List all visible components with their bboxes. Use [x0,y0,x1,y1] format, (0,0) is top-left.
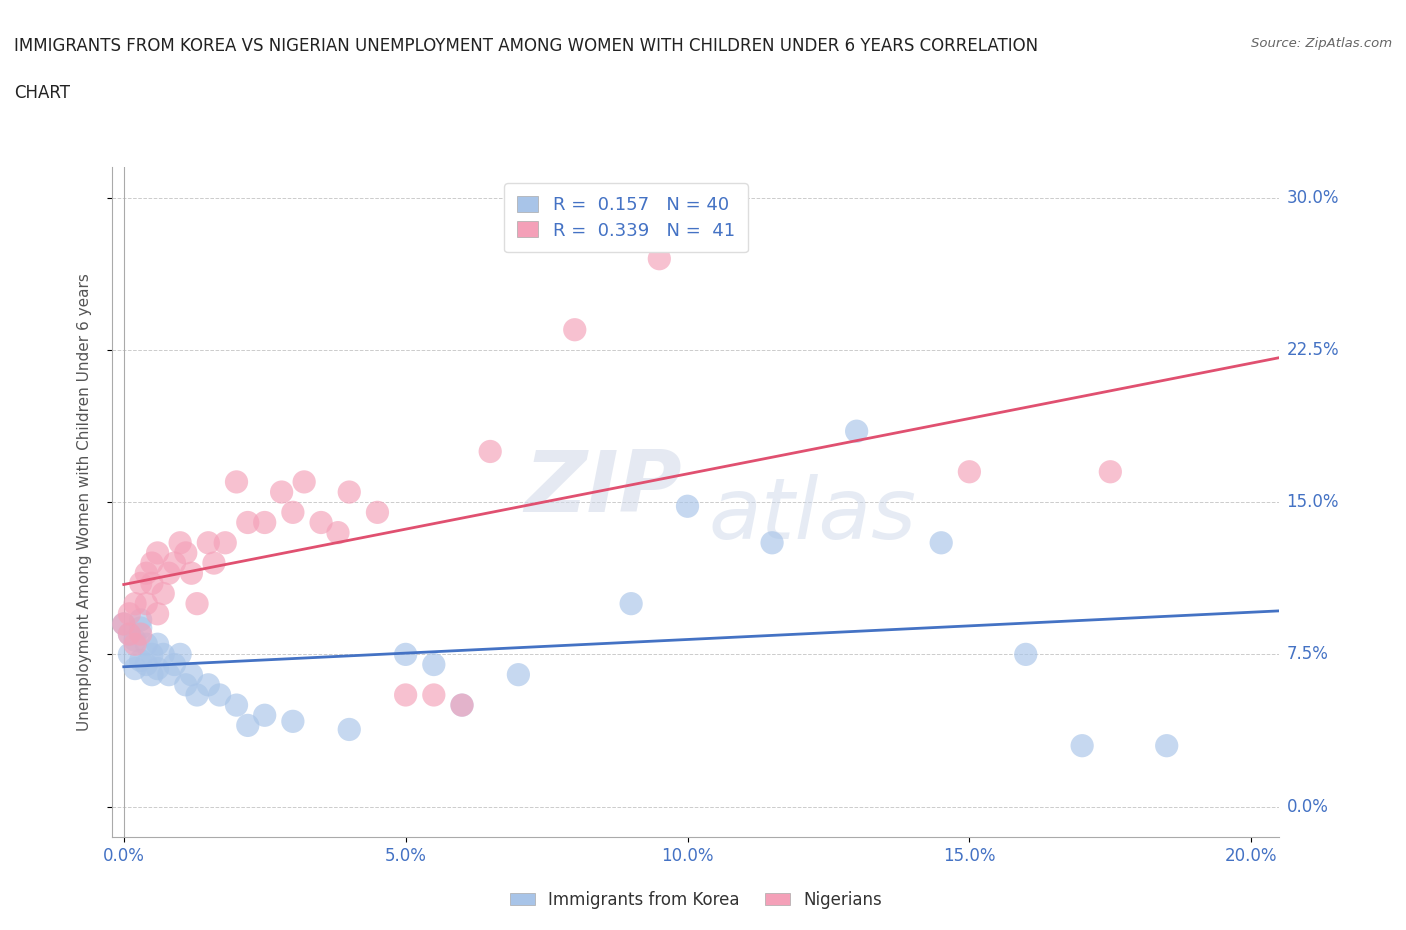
Point [479,444,502,458]
Point [135,596,157,611]
Point [423,687,446,702]
Point [508,667,530,682]
Point [620,596,643,611]
Point [163,658,186,672]
Y-axis label: Unemployment Among Women with Children Under 6 years: Unemployment Among Women with Children U… [77,273,91,731]
Text: IMMIGRANTS FROM KOREA VS NIGERIAN UNEMPLOYMENT AMONG WOMEN WITH CHILDREN UNDER 6: IMMIGRANTS FROM KOREA VS NIGERIAN UNEMPL… [14,37,1038,55]
Point [174,546,197,561]
Point [292,474,315,489]
Point [129,620,152,635]
Point [118,647,141,662]
Point [845,424,868,439]
Point [135,565,157,580]
Point [957,464,980,479]
Point [309,515,332,530]
Point [761,536,783,551]
Point [129,653,152,668]
Point [337,485,360,499]
Text: Source: ZipAtlas.com: Source: ZipAtlas.com [1251,37,1392,50]
Point [564,323,586,338]
Legend: Immigrants from Korea, Nigerians: Immigrants from Korea, Nigerians [503,884,889,916]
Point [281,714,304,729]
Point [141,576,163,591]
Point [124,632,146,647]
Point [225,698,247,712]
Point [225,474,247,489]
Point [1099,464,1122,479]
Point [1156,738,1178,753]
Point [169,647,191,662]
Text: atlas: atlas [709,474,917,557]
Point [135,658,157,672]
Point [197,677,219,692]
Point [157,565,180,580]
Point [129,627,152,642]
Point [214,536,236,551]
Point [174,677,197,692]
Point [648,251,671,266]
Point [253,708,276,723]
Point [146,546,169,561]
Point [146,637,169,652]
Text: 15.0%: 15.0% [1286,493,1339,512]
Point [236,718,259,733]
Point [326,525,349,540]
Point [180,565,202,580]
Point [124,661,146,676]
Point [337,722,360,737]
Point [366,505,388,520]
Point [451,698,474,712]
Point [423,658,446,672]
Point [124,637,146,652]
Point [180,667,202,682]
Point [253,515,276,530]
Point [676,498,699,513]
Text: 30.0%: 30.0% [1286,189,1339,206]
Point [1015,647,1038,662]
Point [135,637,157,652]
Text: 22.5%: 22.5% [1286,341,1339,359]
Point [186,596,208,611]
Point [146,606,169,621]
Text: CHART: CHART [14,84,70,101]
Point [118,627,141,642]
Point [141,667,163,682]
Point [169,536,191,551]
Point [146,661,169,676]
Point [152,647,174,662]
Point [270,485,292,499]
Point [281,505,304,520]
Point [395,647,418,662]
Point [157,667,180,682]
Point [451,698,474,712]
Point [112,617,135,631]
Point [129,576,152,591]
Point [124,596,146,611]
Point [112,617,135,631]
Text: 7.5%: 7.5% [1286,645,1329,663]
Point [202,555,225,570]
Point [236,515,259,530]
Point [208,687,231,702]
Point [197,536,219,551]
Point [152,586,174,601]
Point [141,647,163,662]
Point [118,627,141,642]
Text: ZIP: ZIP [524,447,682,530]
Text: 0.0%: 0.0% [1286,798,1329,816]
Point [141,555,163,570]
Point [1071,738,1094,753]
Point [929,536,952,551]
Point [118,606,141,621]
Point [129,613,152,628]
Point [395,687,418,702]
Point [186,687,208,702]
Point [163,555,186,570]
